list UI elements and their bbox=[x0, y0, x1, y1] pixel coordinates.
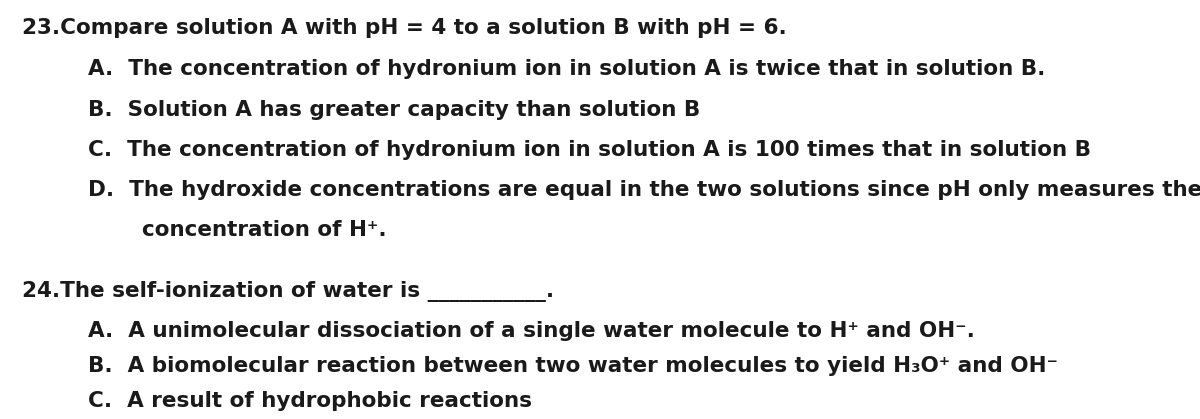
Text: C.  A result of hydrophobic reactions: C. A result of hydrophobic reactions bbox=[88, 391, 532, 411]
Text: concentration of H⁺.: concentration of H⁺. bbox=[142, 220, 386, 241]
Text: D.  The hydroxide concentrations are equal in the two solutions since pH only me: D. The hydroxide concentrations are equa… bbox=[88, 180, 1200, 200]
Text: A.  The concentration of hydronium ion in solution A is twice that in solution B: A. The concentration of hydronium ion in… bbox=[88, 59, 1045, 80]
Text: 23.Compare solution A with pH = 4 to a solution B with pH = 6.: 23.Compare solution A with pH = 4 to a s… bbox=[22, 18, 786, 38]
Text: B.  A biomolecular reaction between two water molecules to yield H₃O⁺ and OH⁻: B. A biomolecular reaction between two w… bbox=[88, 356, 1057, 376]
Text: B.  Solution A has greater capacity than solution B: B. Solution A has greater capacity than … bbox=[88, 100, 700, 120]
Text: A.  A unimolecular dissociation of a single water molecule to H⁺ and OH⁻.: A. A unimolecular dissociation of a sing… bbox=[88, 321, 974, 341]
Text: C.  The concentration of hydronium ion in solution A is 100 times that in soluti: C. The concentration of hydronium ion in… bbox=[88, 140, 1091, 160]
Text: 24.The self-ionization of water is ___________.: 24.The self-ionization of water is _____… bbox=[22, 281, 553, 302]
